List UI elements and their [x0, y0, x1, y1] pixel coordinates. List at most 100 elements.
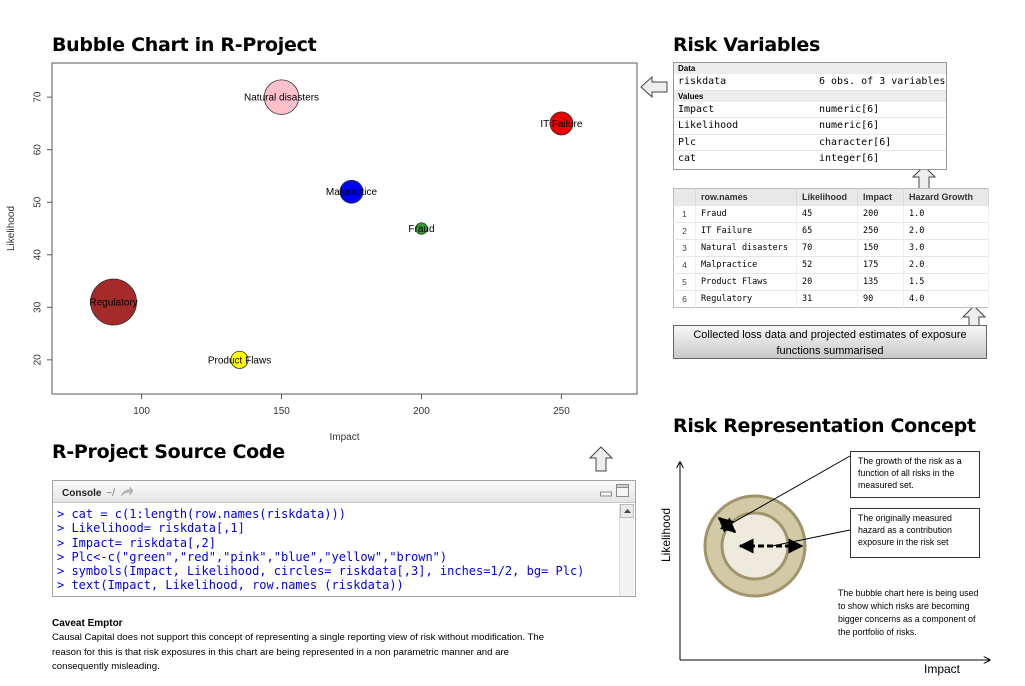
console-line: > symbols(Impact, Likelihood, circles= r…: [57, 564, 585, 579]
concept-heading: Risk Representation Concept: [673, 415, 976, 437]
maximize-icon[interactable]: [616, 484, 629, 497]
row-index: 2: [673, 222, 696, 240]
variable-name: riskdata: [678, 76, 727, 87]
variable-row[interactable]: riskdata 6 obs. of 3 variables: [674, 74, 946, 91]
table-row: 2 IT Failure 65 250 2.0: [673, 222, 989, 240]
values-section-label: Values: [674, 90, 946, 102]
console-line: > text(Impact, Likelihood, row.names (ri…: [57, 578, 404, 593]
console-scrollbar[interactable]: [619, 504, 634, 596]
concept-diagram: Likelihood Impact: [659, 455, 1025, 676]
bubble-malpractice: [339, 179, 364, 204]
concept-y-axis-label: Likelihood: [659, 508, 673, 562]
caveat-title: Caveat Emptor: [52, 618, 123, 629]
minimize-icon[interactable]: [600, 489, 612, 497]
table-cell: 45: [796, 205, 858, 223]
variable-row[interactable]: cat integer[6]: [674, 151, 946, 168]
console-line: > Impact= riskdata[,2]: [57, 535, 216, 550]
table-cell: 200: [857, 205, 904, 223]
console-title: Console: [62, 488, 102, 499]
table-row: 5 Product Flaws 20 135 1.5: [673, 273, 989, 291]
y-tick-label: 30: [33, 301, 44, 313]
variable-value: character[6]: [819, 136, 892, 148]
table-cell: Fraud: [695, 205, 797, 223]
table-cell: 250: [857, 222, 904, 240]
concept-x-axis-label: Impact: [924, 662, 961, 676]
variable-name: cat: [678, 153, 697, 164]
variable-row[interactable]: Impact numeric[6]: [674, 102, 946, 118]
x-tick-label: 100: [133, 406, 150, 417]
go-to-directory-icon[interactable]: [120, 486, 134, 497]
bubble-label: Natural disasters: [244, 93, 319, 104]
variable-value: 6 obs. of 3 variables: [819, 76, 946, 87]
column-header[interactable]: Hazard Growth: [903, 188, 989, 206]
growth-arrow: [717, 516, 737, 534]
concept-description: The bubble chart here is being used to s…: [838, 588, 979, 637]
table-cell: Product Flaws: [695, 273, 797, 291]
bubble-label: Malpractice: [326, 187, 378, 198]
table-cell: 135: [857, 273, 904, 291]
y-tick-label: 50: [33, 196, 44, 208]
table-cell: 3.0: [903, 239, 989, 257]
bubble-chart: 100 150 200 250 20 30 40 50 60 70 Impact Likelihood…: [6, 62, 638, 443]
variable-row[interactable]: Likelihood numeric[6]: [674, 118, 946, 135]
y-tick-label: 20: [33, 354, 44, 366]
variable-row[interactable]: Plc character[6]: [674, 135, 946, 151]
table-cell: 175: [857, 256, 904, 274]
table-row: 4 Malpractice 52 175 2.0: [673, 256, 989, 274]
table-row: 1 Fraud 45 200 1.0: [673, 205, 989, 223]
table-cell: Natural disasters: [695, 239, 797, 257]
console-path: ~/: [106, 488, 115, 499]
row-index: 6: [673, 290, 696, 308]
table-cell: 1.0: [903, 205, 989, 223]
table-header-row: row.names Likelihood Impact Hazard Growt…: [673, 188, 989, 206]
column-header[interactable]: Likelihood: [796, 188, 858, 206]
bubble-it-failure: [549, 111, 574, 136]
r-console[interactable]: Console ~/ > cat = c(1:length(row.names(…: [52, 480, 636, 597]
row-index: 3: [673, 239, 696, 257]
variable-value: integer[6]: [819, 153, 880, 164]
column-header[interactable]: row.names: [695, 188, 797, 206]
table-cell: 4.0: [903, 290, 989, 308]
console-line: > cat = c(1:length(row.names(riskdata))): [57, 507, 346, 521]
source-code-heading: R-Project Source Code: [52, 441, 285, 463]
x-tick-label: 200: [413, 406, 430, 417]
bubble-fraud: [415, 222, 428, 235]
variable-name: Impact: [678, 103, 715, 115]
y-axis-label: Likelihood: [6, 206, 17, 251]
console-line: > Plc<-c("green","red","pink","blue","ye…: [57, 549, 448, 564]
table-cell: 20: [796, 273, 858, 291]
column-header[interactable]: Impact: [857, 188, 904, 206]
bubble-natural-disasters: [263, 79, 300, 115]
table-cell: 150: [857, 239, 904, 257]
console-titlebar: Console ~/: [53, 481, 635, 503]
table-cell: 31: [796, 290, 858, 308]
bubble-regulatory: [90, 278, 137, 326]
row-index: 1: [673, 205, 696, 223]
bubble-product-flaws: [230, 350, 249, 369]
risk-variables-panel: Data riskdata 6 obs. of 3 variables Valu…: [673, 62, 947, 170]
up-arrow-icon: [589, 446, 613, 472]
row-index: 5: [673, 273, 696, 291]
bubble-label: Product Flaws: [208, 355, 271, 366]
row-index: 4: [673, 256, 696, 274]
table-cell: 90: [857, 290, 904, 308]
data-section-label: Data: [674, 63, 946, 74]
column-header[interactable]: [673, 188, 696, 206]
table-cell: 52: [796, 256, 858, 274]
table-cell: 2.0: [903, 256, 989, 274]
table-cell: IT Failure: [695, 222, 797, 240]
table-cell: 70: [796, 239, 858, 257]
variable-name: Likelihood: [678, 120, 739, 131]
y-tick-label: 40: [33, 249, 44, 261]
bubble-label: IT Failure: [540, 119, 582, 130]
caveat-text: Causal Capital does not support this con…: [52, 632, 545, 672]
scroll-up-icon[interactable]: [620, 504, 635, 518]
console-output[interactable]: > cat = c(1:length(row.names(riskdata)))…: [57, 507, 584, 593]
table-row: 6 Regulatory 31 90 4.0: [673, 290, 989, 308]
table-cell: 1.5: [903, 273, 989, 291]
bubble-label: Fraud: [408, 224, 434, 235]
y-tick-label: 60: [33, 144, 44, 156]
variable-value: numeric[6]: [819, 120, 880, 131]
x-tick-label: 250: [553, 406, 570, 417]
plot-frame: [51, 62, 638, 395]
